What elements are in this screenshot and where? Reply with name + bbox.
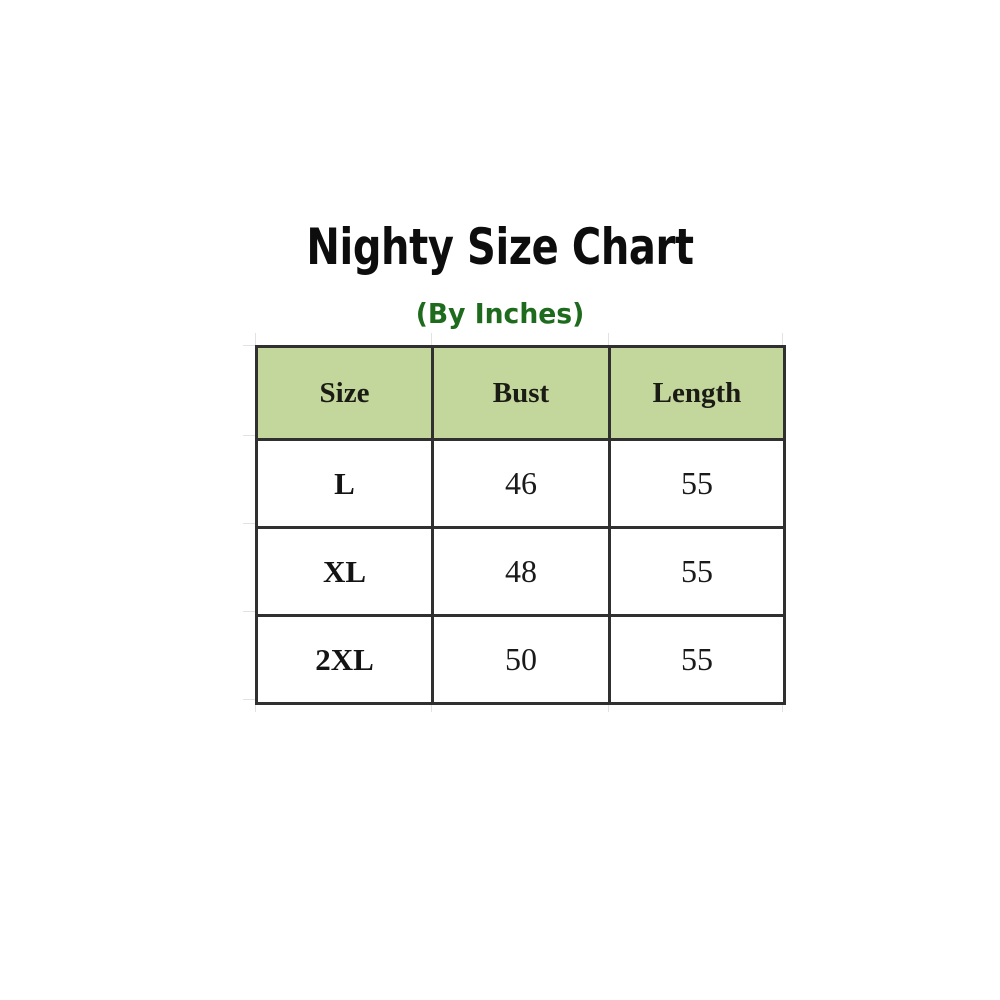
gridline-stub-row3 <box>243 611 255 612</box>
cell-bust: 48 <box>431 526 611 617</box>
gridline-stub-col2-top <box>608 333 609 345</box>
cell-size: XL <box>255 526 434 617</box>
gridline-stub-right-bottom <box>782 700 783 712</box>
table-row: L 46 55 <box>255 438 786 529</box>
cell-bust: 46 <box>431 438 611 529</box>
size-chart-table: Size Bust Length L 46 55 XL 48 55 2XL <box>255 345 786 705</box>
table-row: 2XL 50 55 <box>255 614 786 705</box>
gridline-stub-row2 <box>243 523 255 524</box>
gridline-stub-left-top <box>255 333 256 345</box>
gridline-stub-col1-bottom <box>431 700 432 712</box>
cell-length: 55 <box>608 526 786 617</box>
gridline-stub-col2-bottom <box>608 700 609 712</box>
gridline-stub-col1-top <box>431 333 432 345</box>
page-title: Nighty Size Chart <box>306 218 694 276</box>
gridline-stub-left-bottom <box>255 700 256 712</box>
page-subtitle-units: (By Inches) <box>415 297 585 330</box>
gridline-stub-row1 <box>243 435 255 436</box>
size-chart-table-container: Size Bust Length L 46 55 XL 48 55 2XL <box>255 345 786 705</box>
gridline-stub-row-header <box>243 345 255 346</box>
table-header: Size Bust Length <box>255 345 786 441</box>
cell-size: L <box>255 438 434 529</box>
column-header-length: Length <box>608 345 786 441</box>
cell-bust: 50 <box>431 614 611 705</box>
column-header-bust: Bust <box>431 345 611 441</box>
gridline-stub-row-bottom <box>243 699 255 700</box>
cell-length: 55 <box>608 614 786 705</box>
gridline-stub-right-top <box>782 333 783 345</box>
table-header-row: Size Bust Length <box>255 345 786 441</box>
cell-length: 55 <box>608 438 786 529</box>
table-row: XL 48 55 <box>255 526 786 617</box>
column-header-size: Size <box>255 345 434 441</box>
cell-size: 2XL <box>255 614 434 705</box>
table-body: L 46 55 XL 48 55 2XL 50 55 <box>255 438 786 705</box>
